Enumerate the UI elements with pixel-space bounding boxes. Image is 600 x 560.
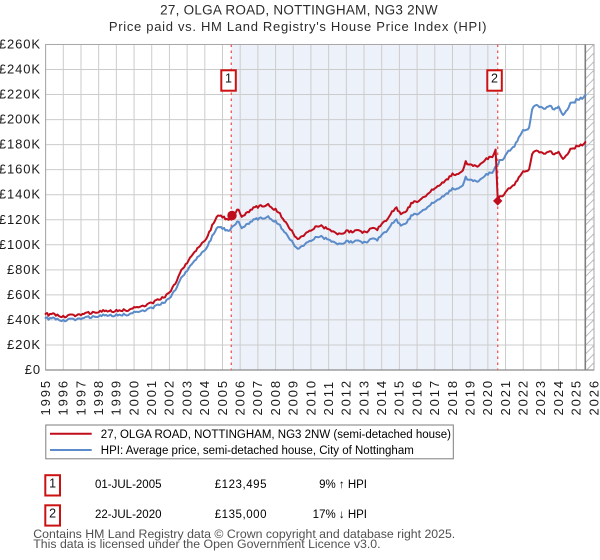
svg-text:2024: 2024 [551,379,566,416]
svg-text:1997: 1997 [73,379,88,416]
svg-text:1: 1 [49,476,56,490]
svg-text:£0: £0 [25,362,41,377]
svg-text:£80K: £80K [7,262,41,277]
svg-text:Contains HM Land Registry data: Contains HM Land Registry data © Crown c… [33,527,455,541]
svg-text:2004: 2004 [197,379,212,416]
svg-text:2006: 2006 [232,379,247,416]
svg-text:2023: 2023 [533,379,548,416]
svg-text:27, OLGA ROAD, NOTTINGHAM, NG3: 27, OLGA ROAD, NOTTINGHAM, NG3 2NW [160,3,438,18]
svg-text:2003: 2003 [179,379,194,416]
svg-text:2007: 2007 [250,379,265,416]
svg-text:2012: 2012 [339,379,354,416]
svg-text:2009: 2009 [286,379,301,416]
svg-text:£123,495: £123,495 [215,479,267,491]
svg-text:2013: 2013 [356,379,371,416]
svg-text:2011: 2011 [321,380,336,416]
svg-text:1995: 1995 [38,379,53,416]
svg-text:2000: 2000 [126,379,141,416]
svg-text:01-JUL-2005: 01-JUL-2005 [95,479,161,491]
svg-text:£40K: £40K [7,312,41,327]
svg-text:£120K: £120K [0,212,41,227]
svg-text:2008: 2008 [268,379,283,416]
svg-text:2021: 2021 [498,379,513,416]
svg-text:£135,000: £135,000 [215,509,267,521]
svg-text:2: 2 [491,72,498,86]
svg-text:2001: 2001 [144,379,159,416]
svg-text:This data is licensed under th: This data is licensed under the Open Gov… [33,537,380,551]
svg-text:2018: 2018 [445,379,460,416]
svg-text:£220K: £220K [0,87,41,102]
svg-text:1996: 1996 [56,379,71,416]
svg-text:2016: 2016 [409,379,424,416]
svg-text:9% ↑ HPI: 9% ↑ HPI [319,479,367,491]
svg-text:2026: 2026 [586,379,600,416]
svg-text:2: 2 [49,506,56,520]
svg-text:17% ↓ HPI: 17% ↓ HPI [313,509,367,521]
svg-text:2017: 2017 [427,379,442,416]
svg-text:£60K: £60K [7,287,41,302]
svg-text:1999: 1999 [109,379,124,416]
svg-text:£20K: £20K [7,337,41,352]
svg-text:£180K: £180K [0,137,41,152]
svg-text:HPI: Average price, semi-detac: HPI: Average price, semi-detached house,… [101,445,414,457]
svg-text:2005: 2005 [215,379,230,416]
svg-text:£140K: £140K [0,187,41,202]
svg-text:1998: 1998 [91,379,106,416]
svg-text:2014: 2014 [374,379,389,416]
svg-text:2025: 2025 [569,379,584,416]
svg-text:£160K: £160K [0,162,41,177]
svg-text:2019: 2019 [462,379,477,416]
svg-text:2002: 2002 [162,379,177,416]
svg-text:2022: 2022 [516,379,531,416]
svg-text:Price paid vs. HM Land Registr: Price paid vs. HM Land Registry's House … [109,19,487,34]
svg-text:£260K: £260K [0,36,41,51]
svg-text:2020: 2020 [480,379,495,416]
svg-text:£240K: £240K [0,62,41,77]
svg-text:27, OLGA ROAD, NOTTINGHAM, NG3: 27, OLGA ROAD, NOTTINGHAM, NG3 2NW (semi… [101,429,451,441]
svg-text:2010: 2010 [303,379,318,416]
svg-text:£100K: £100K [0,237,41,252]
svg-text:2015: 2015 [392,379,407,416]
svg-text:22-JUL-2020: 22-JUL-2020 [95,509,161,521]
svg-text:1: 1 [225,72,232,86]
svg-text:£200K: £200K [0,112,41,127]
